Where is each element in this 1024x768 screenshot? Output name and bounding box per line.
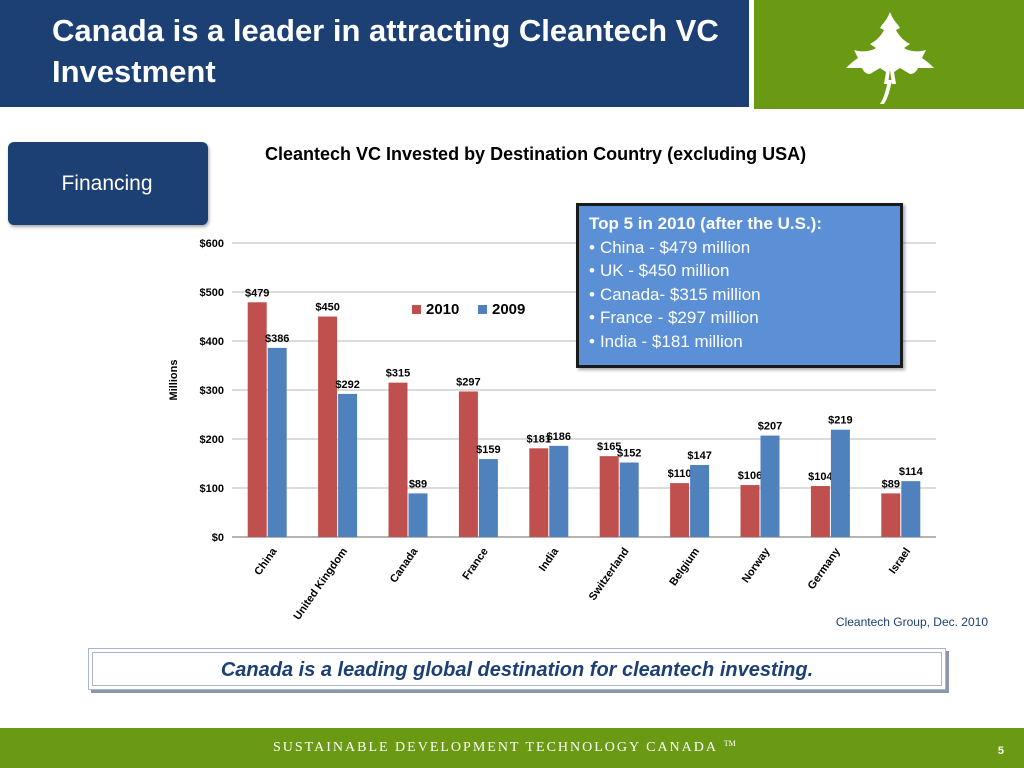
data-label: $110 [668, 468, 692, 480]
bar-2009 [408, 493, 428, 537]
footer-org-name: Sustainable Development Technology Canad… [273, 739, 736, 756]
data-label: $219 [828, 415, 852, 427]
bar-2009 [830, 429, 850, 537]
x-tick-label: Belgium [667, 546, 702, 589]
key-message-banner: Canada is a leading global destination f… [88, 648, 946, 690]
x-tick-label: France [460, 546, 491, 582]
callout-item: UK - $450 million [589, 259, 900, 282]
top5-callout: Top 5 in 2010 (after the U.S.): China - … [576, 203, 903, 368]
bar-2009 [478, 459, 498, 537]
bar-2010 [458, 391, 478, 537]
footer-bar: Sustainable Development Technology Canad… [0, 728, 1024, 768]
data-label: $292 [335, 379, 359, 391]
callout-item: India - $181 million [589, 330, 900, 353]
bar-2010 [529, 448, 549, 537]
y-tick-label: $500 [200, 287, 224, 299]
x-tick-label: China [252, 545, 280, 578]
callout-item: China - $479 million [589, 236, 900, 259]
x-tick-label: Switzerland [587, 546, 632, 603]
y-tick-label: $100 [200, 483, 224, 495]
y-axis-label: Millions [168, 360, 180, 401]
callout-heading: Top 5 in 2010 (after the U.S.): [589, 214, 823, 233]
bar-2010 [670, 483, 690, 537]
bar-2009 [338, 393, 358, 537]
data-label: $106 [738, 470, 762, 482]
bar-2010 [599, 456, 619, 537]
key-message-text: Canada is a leading global destination f… [92, 652, 942, 686]
bar-2010 [247, 302, 267, 537]
y-tick-label: $200 [200, 434, 224, 446]
logo-panel [754, 0, 1024, 109]
bar-2009 [267, 347, 287, 537]
bar-2009 [690, 464, 710, 537]
bar-2009 [619, 462, 639, 537]
x-tick-label: United Kingdom [292, 546, 351, 623]
y-tick-label: $600 [200, 238, 224, 250]
data-label: $159 [476, 444, 500, 456]
page-number: 5 [997, 745, 1004, 757]
x-tick-label: Germany [806, 545, 844, 592]
data-label: $207 [758, 421, 782, 433]
data-label: $450 [315, 302, 339, 314]
y-tick-label: $300 [200, 385, 224, 397]
callout-item: Canada- $315 million [589, 283, 900, 306]
trademark-mark: TM [723, 739, 736, 748]
bar-2010 [388, 382, 408, 537]
data-label: $297 [456, 376, 480, 388]
bar-2010 [740, 485, 760, 537]
y-tick-label: $0 [212, 532, 224, 544]
data-label: $89 [882, 478, 900, 490]
title-bar: Canada is a leader in attracting Cleante… [0, 0, 749, 107]
legend-swatch [478, 305, 487, 314]
data-label: $114 [899, 466, 924, 478]
bar-2010 [881, 493, 901, 537]
chart-title: Cleantech VC Invested by Destination Cou… [265, 144, 807, 164]
slide-title: Canada is a leader in attracting Cleante… [52, 13, 719, 89]
x-tick-label: India [537, 545, 562, 574]
data-label: $147 [687, 450, 711, 462]
data-label: $315 [386, 368, 410, 380]
bar-2009 [760, 435, 780, 537]
data-label: $181 [527, 433, 551, 445]
data-label: $152 [617, 448, 641, 460]
section-tab-financing[interactable]: Financing [8, 142, 208, 225]
bar-2009 [901, 481, 921, 537]
data-label: $89 [409, 478, 427, 490]
data-label: $104 [808, 471, 833, 483]
x-tick-label: Israel [887, 546, 913, 576]
maple-leaf-icon [846, 12, 934, 104]
data-label: $186 [547, 431, 571, 443]
x-tick-label: Norway [740, 545, 773, 585]
footer-org-label: Sustainable Development Technology Canad… [273, 740, 719, 755]
y-tick-label: $400 [200, 336, 224, 348]
legend-swatch [412, 305, 421, 314]
bar-2010 [810, 486, 830, 537]
bar-2009 [549, 445, 569, 537]
legend-label: 2009 [492, 301, 525, 318]
data-label: $479 [245, 287, 269, 299]
data-label: $386 [265, 333, 289, 345]
source-note: Cleantech Group, Dec. 2010 [835, 615, 988, 629]
x-tick-label: Canada [388, 545, 421, 585]
legend-label: 2010 [426, 301, 459, 318]
data-label: $165 [597, 441, 621, 453]
bar-2010 [318, 316, 338, 537]
callout-item: France - $297 million [589, 306, 900, 329]
